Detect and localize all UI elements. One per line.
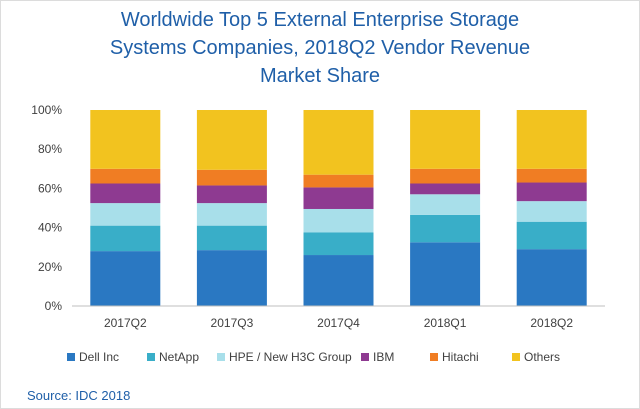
x-tick-label: 2017Q2: [104, 316, 147, 330]
chart-title-line-2: Systems Companies, 2018Q2 Vendor Revenue: [109, 37, 531, 59]
bar-segment-hpe-new-h3c-group: [410, 194, 481, 215]
bar-segment-netapp: [516, 221, 587, 250]
bar-segment-hpe-new-h3c-group: [516, 201, 587, 222]
bar-segment-others: [90, 110, 161, 169]
bar-segment-others: [303, 110, 374, 175]
bar-segment-hpe-new-h3c-group: [196, 203, 267, 226]
y-tick-label: 20%: [38, 260, 62, 274]
y-tick-label: 0%: [45, 299, 63, 313]
bar-segment-dell-inc: [516, 249, 587, 306]
legend-swatch-hitachi: [430, 353, 438, 361]
x-tick-label: 2017Q3: [211, 316, 254, 330]
source-note: Source: IDC 2018: [27, 388, 131, 403]
x-tick-label: 2017Q4: [317, 316, 360, 330]
bar-segment-dell-inc: [410, 242, 481, 306]
bar-segment-hpe-new-h3c-group: [90, 203, 161, 226]
legend-label-ibm: IBM: [373, 350, 394, 364]
bar-segment-dell-inc: [303, 255, 374, 306]
x-tick-label: 2018Q2: [530, 316, 573, 330]
legend-label-hitachi: Hitachi: [442, 350, 479, 364]
bar-segment-dell-inc: [90, 251, 161, 306]
bar-segment-ibm: [410, 183, 481, 195]
legend-label-hpe-new-h3c-group: HPE / New H3C Group: [229, 350, 352, 364]
bar-segment-ibm: [90, 183, 161, 204]
bar-segment-netapp: [196, 225, 267, 251]
legend-swatch-others: [512, 353, 520, 361]
bar-segment-ibm: [303, 187, 374, 209]
y-tick-label: 100%: [31, 103, 62, 117]
legend-label-others: Others: [524, 350, 560, 364]
bar-segment-netapp: [90, 225, 161, 252]
bar-segment-others: [410, 110, 481, 169]
y-tick-label: 60%: [38, 181, 62, 195]
legend-label-dell-inc: Dell Inc: [79, 350, 119, 364]
legend-swatch-netapp: [147, 353, 155, 361]
bar-segment-others: [516, 110, 587, 169]
bar-segment-ibm: [516, 182, 587, 202]
bar-segment-hitachi: [516, 168, 587, 183]
legend-swatch-dell-inc: [67, 353, 75, 361]
bar-segment-netapp: [410, 214, 481, 243]
bar-segment-dell-inc: [196, 250, 267, 306]
bar-segment-netapp: [303, 232, 374, 256]
bar-segment-others: [196, 110, 267, 170]
bar-segment-hitachi: [410, 168, 481, 184]
bar-segment-ibm: [196, 185, 267, 204]
bar-segment-hitachi: [303, 174, 374, 188]
y-tick-label: 80%: [38, 142, 62, 156]
x-tick-label: 2018Q1: [424, 316, 467, 330]
legend-label-netapp: NetApp: [159, 350, 199, 364]
y-tick-label: 40%: [38, 221, 62, 235]
legend-swatch-hpe-new-h3c-group: [217, 353, 225, 361]
chart-title-line-1: Worldwide Top 5 External Enterprise Stor…: [120, 9, 520, 31]
chart-title-line-3: Market Share: [259, 65, 381, 87]
bar-segment-hitachi: [196, 169, 267, 186]
bar-segment-hitachi: [90, 168, 161, 184]
legend-swatch-ibm: [361, 353, 369, 361]
bar-segment-hpe-new-h3c-group: [303, 208, 374, 233]
